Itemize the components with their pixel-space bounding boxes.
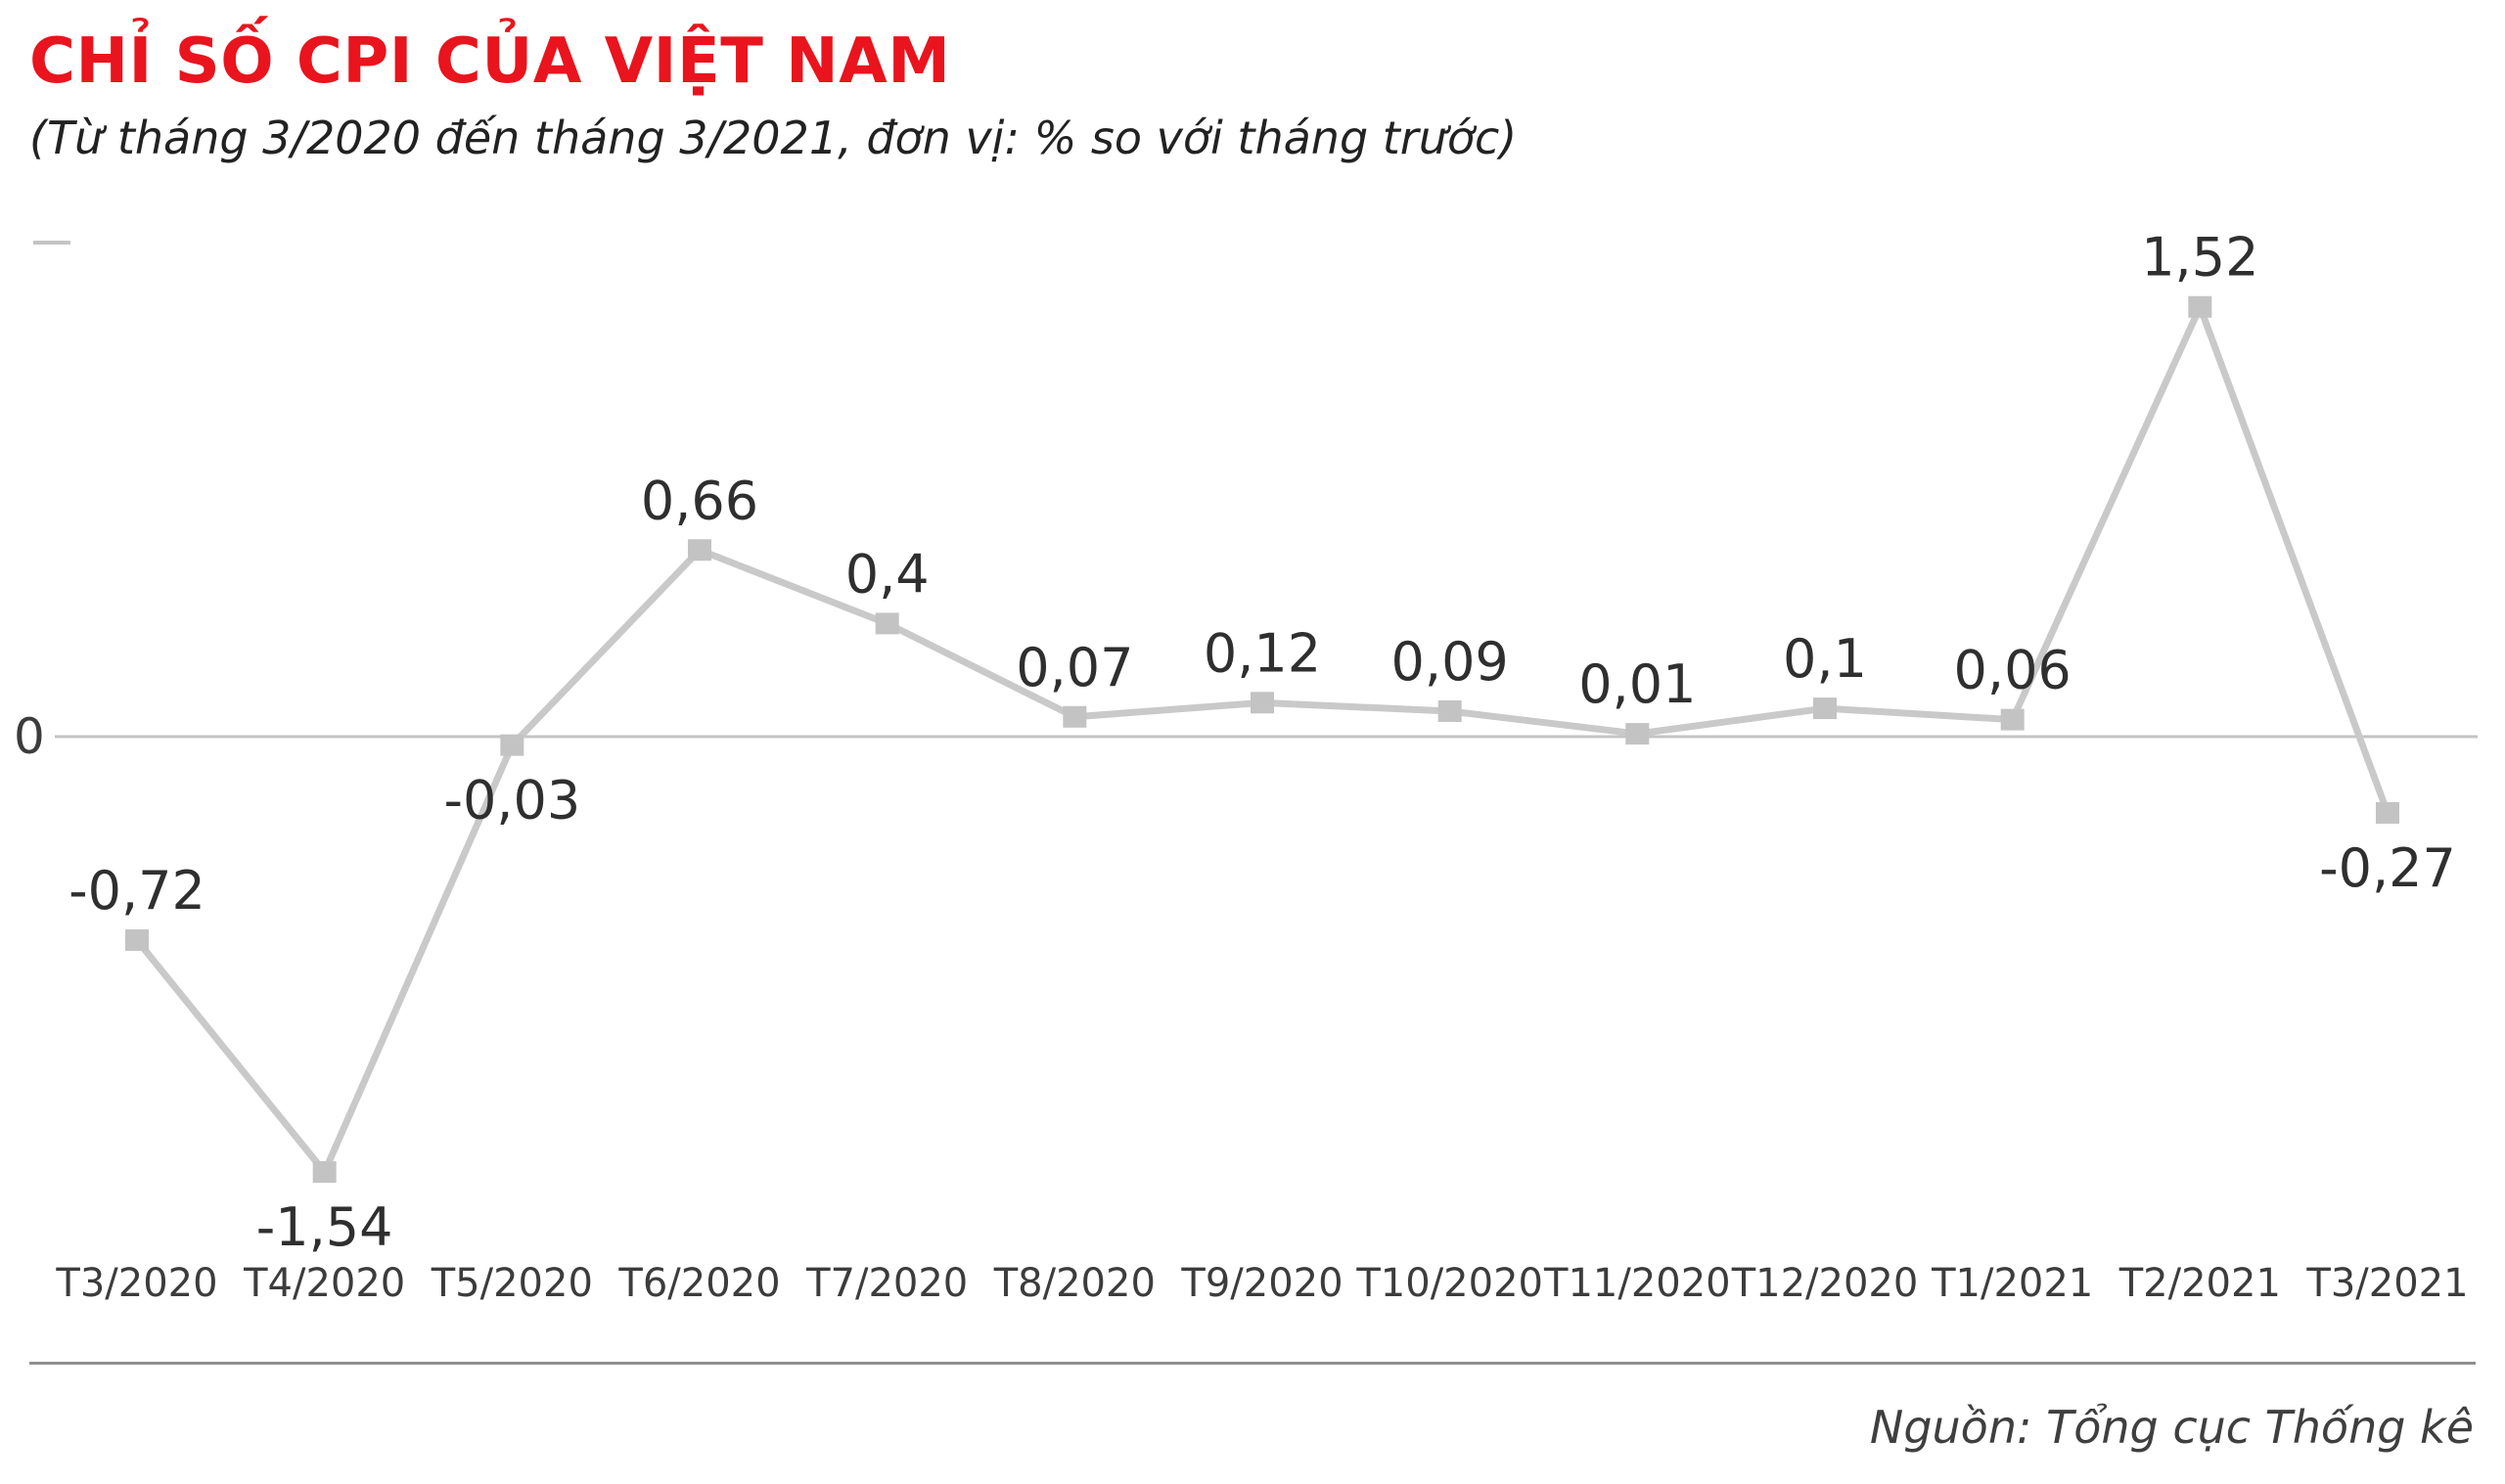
x-axis-label: T4/2020 (243, 1261, 405, 1306)
x-axis-label: T2/2021 (2118, 1261, 2281, 1306)
x-axis-label: T11/2020 (1543, 1261, 1731, 1306)
x-axis-label: T5/2020 (431, 1261, 593, 1306)
x-axis-label: T10/2020 (1355, 1261, 1543, 1306)
y-axis-zero-label: 0 (14, 708, 45, 765)
data-point-value-label: -0,03 (443, 770, 580, 832)
x-axis-label: T8/2020 (993, 1261, 1156, 1306)
cpi-series-line (134, 297, 2391, 1179)
data-point-marker (1251, 692, 1274, 714)
data-point-value-label: 0,1 (1783, 628, 1867, 690)
x-axis-label: T9/2020 (1180, 1261, 1343, 1306)
data-point-value-label: 0,06 (1954, 640, 2072, 701)
data-point-marker (1437, 699, 1462, 722)
data-point-value-label: -0,72 (68, 860, 205, 922)
x-axis-label: T12/2020 (1731, 1261, 1919, 1306)
data-point-marker (500, 734, 524, 756)
footer-divider (29, 1362, 2476, 1365)
data-point-marker (2376, 802, 2399, 825)
x-axis-label: T6/2020 (617, 1261, 780, 1306)
x-axis-label: T3/2021 (2305, 1261, 2468, 1306)
data-point-value-label: -0,27 (2319, 837, 2456, 899)
data-point-value-label: 0,01 (1578, 653, 1696, 715)
data-point-marker (1063, 705, 1087, 728)
x-axis-label: T7/2020 (805, 1261, 968, 1306)
data-point-value-label: 0,12 (1204, 622, 1321, 684)
data-point-marker (1625, 723, 1650, 745)
x-axis-label: T3/2020 (55, 1261, 217, 1306)
chart-header: CHỈ SỐ CPI CỦA VIỆT NAM (Từ tháng 3/2020… (29, 25, 2476, 164)
data-point-marker (125, 929, 149, 952)
data-point-value-label: 0,07 (1016, 637, 1133, 698)
source-text: Nguồn: Tổng cục Thống kê (1869, 1401, 2474, 1454)
data-point-marker (312, 1161, 337, 1184)
data-point-marker (1813, 697, 1837, 720)
data-point-value-label: 0,4 (845, 543, 930, 605)
data-point-value-label: -1,54 (256, 1196, 393, 1258)
data-point-value-label: 0,66 (641, 470, 758, 531)
data-point-marker (875, 612, 899, 635)
chart-title: CHỈ SỐ CPI CỦA VIỆT NAM (29, 25, 951, 98)
data-point-marker (2188, 295, 2212, 318)
chart-subtitle: (Từ tháng 3/2020 đến tháng 3/2021, đơn v… (29, 112, 1518, 164)
data-point-marker (2000, 708, 2025, 731)
data-point-value-label: 1,52 (2141, 227, 2258, 289)
data-point-value-label: 0,09 (1391, 631, 1509, 693)
x-axis-label: T1/2021 (1931, 1261, 2093, 1306)
data-point-marker (688, 539, 711, 562)
